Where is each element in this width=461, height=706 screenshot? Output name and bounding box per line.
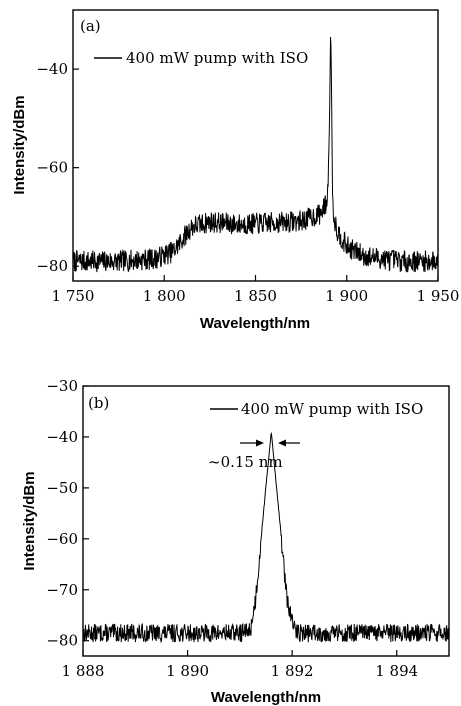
legend-label-b: 400 mW pump with ISO: [241, 400, 423, 418]
y-tick-label: −30: [46, 377, 78, 395]
fwhm-arrowhead-left: [256, 439, 264, 447]
fwhm-arrowhead-right: [278, 439, 286, 447]
y-axis-label-a: Intensity/dBm: [11, 95, 28, 194]
x-tick-label: 1 890: [166, 662, 209, 680]
y-tick-label: −60: [46, 530, 78, 548]
plot-frame-b: [82, 385, 450, 657]
legend-label-a: 400 mW pump with ISO: [126, 49, 308, 67]
panel-b: (b) 400 mW pump with ISO ~0.15 nm 1 888 1…: [21, 377, 450, 706]
x-axis-ticks-a: 1 750 1 800 1 850 1 900 1 950: [52, 275, 460, 305]
x-tick-label: 1 800: [143, 287, 186, 305]
panel-label-b: (b): [88, 394, 109, 412]
fwhm-annotation: ~0.15 nm: [208, 453, 283, 471]
y-tick-label: −70: [46, 581, 78, 599]
y-axis-ticks-a: −80 −60 −40: [36, 60, 79, 275]
x-tick-label: 1 894: [375, 662, 418, 680]
x-axis-label-a: Wavelength/nm: [200, 315, 310, 332]
y-tick-label: −40: [36, 60, 68, 78]
y-axis-ticks-b: −80 −70 −60 −50 −40 −30: [46, 377, 89, 650]
y-tick-label: −50: [46, 479, 78, 497]
x-tick-label: 1 888: [62, 662, 105, 680]
x-tick-label: 1 900: [325, 287, 368, 305]
y-tick-label: −80: [46, 632, 78, 650]
fwhm-arrows: [240, 439, 300, 447]
y-tick-label: −40: [46, 428, 78, 446]
series-line-a: [72, 36, 439, 273]
series-line-b: [82, 431, 450, 644]
x-axis-ticks-b: 1 888 1 890 1 892 1 894: [62, 650, 418, 680]
y-axis-label-b: Intensity/dBm: [21, 471, 38, 570]
x-tick-label: 1 892: [271, 662, 314, 680]
y-tick-label: −80: [36, 257, 68, 275]
x-axis-label-b: Wavelength/nm: [211, 689, 321, 706]
y-tick-label: −60: [36, 159, 68, 177]
panel-a: (a) 400 mW pump with ISO 1 750 1 800 1 850…: [11, 9, 460, 332]
x-tick-label: 1 950: [417, 287, 460, 305]
x-tick-label: 1 750: [52, 287, 95, 305]
x-tick-label: 1 850: [234, 287, 277, 305]
panel-label-a: (a): [80, 17, 101, 35]
